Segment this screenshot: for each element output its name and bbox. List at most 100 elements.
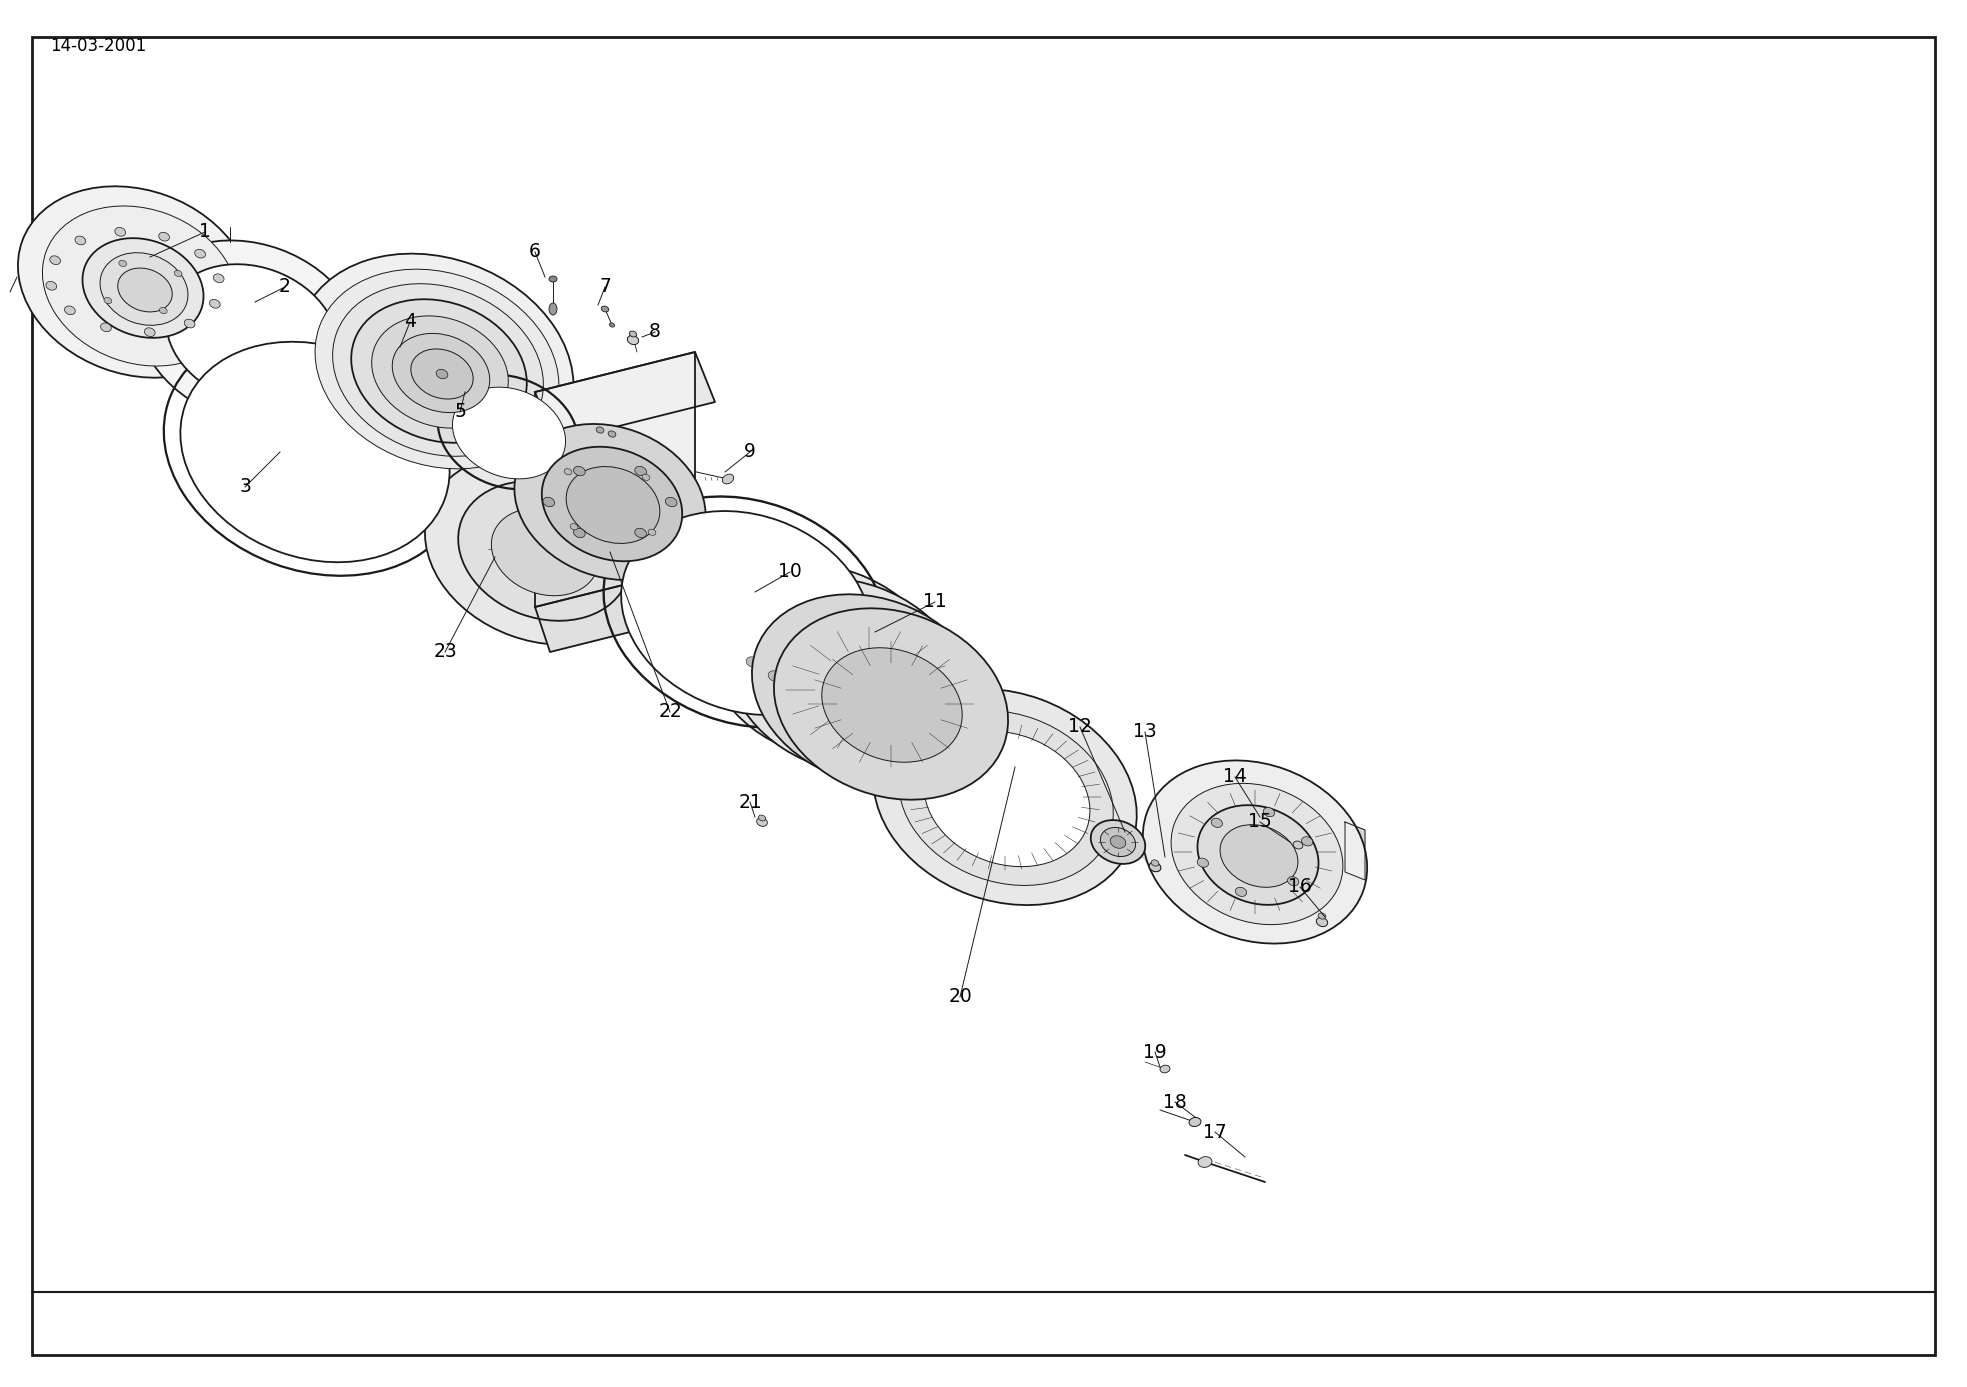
Ellipse shape [924,731,1090,867]
Ellipse shape [352,300,527,442]
Ellipse shape [175,270,183,276]
Ellipse shape [543,498,555,506]
Ellipse shape [65,307,75,315]
Ellipse shape [549,302,557,315]
Text: 5: 5 [454,402,466,422]
Ellipse shape [18,186,252,377]
Ellipse shape [138,240,362,423]
Ellipse shape [185,319,195,327]
Ellipse shape [515,424,706,580]
Ellipse shape [1198,859,1208,867]
Ellipse shape [437,369,448,379]
Ellipse shape [391,333,490,412]
Ellipse shape [114,227,126,236]
Ellipse shape [1235,888,1247,896]
Polygon shape [1345,822,1365,879]
Text: 17: 17 [1204,1122,1227,1142]
Text: 20: 20 [948,988,972,1007]
Text: 7: 7 [600,277,612,297]
Ellipse shape [641,474,649,480]
Ellipse shape [411,350,474,399]
Ellipse shape [297,254,574,480]
Ellipse shape [1198,806,1318,904]
Ellipse shape [891,657,905,667]
Ellipse shape [1316,917,1328,927]
Ellipse shape [899,710,1113,885]
Polygon shape [1143,847,1151,867]
Text: 10: 10 [779,563,803,581]
Ellipse shape [104,297,112,304]
Text: 18: 18 [1162,1093,1186,1111]
Ellipse shape [751,594,985,785]
Ellipse shape [1149,863,1161,871]
Ellipse shape [100,323,112,331]
Polygon shape [535,352,714,442]
Ellipse shape [210,300,220,308]
Text: 14: 14 [1223,767,1247,786]
Ellipse shape [1143,760,1367,943]
Ellipse shape [181,341,450,562]
Ellipse shape [596,427,604,433]
Ellipse shape [49,255,61,265]
Ellipse shape [212,273,224,283]
Text: 15: 15 [1249,813,1273,831]
Ellipse shape [728,578,966,774]
Ellipse shape [627,336,639,344]
Ellipse shape [877,634,889,644]
Ellipse shape [805,707,816,718]
Ellipse shape [722,474,734,484]
Ellipse shape [1288,877,1298,886]
Ellipse shape [1198,1157,1212,1168]
Ellipse shape [635,466,647,476]
Ellipse shape [159,308,167,313]
Ellipse shape [759,816,765,821]
Ellipse shape [195,250,205,258]
Polygon shape [535,352,694,608]
Ellipse shape [635,528,647,538]
Ellipse shape [629,331,637,337]
Ellipse shape [1092,820,1145,864]
Text: 2: 2 [279,277,291,297]
Ellipse shape [805,634,816,644]
Ellipse shape [665,498,677,506]
Ellipse shape [610,323,616,327]
Ellipse shape [118,261,126,266]
Text: 6: 6 [529,243,541,262]
Ellipse shape [608,431,616,437]
Ellipse shape [856,694,867,705]
Ellipse shape [332,284,543,456]
Ellipse shape [159,232,169,241]
Ellipse shape [144,327,155,337]
Ellipse shape [1188,1118,1202,1126]
Ellipse shape [1212,818,1222,828]
Polygon shape [535,567,710,652]
Ellipse shape [856,620,867,630]
Text: 11: 11 [923,592,946,612]
Text: 22: 22 [659,702,683,721]
Ellipse shape [1318,913,1326,920]
Ellipse shape [647,528,655,535]
Ellipse shape [873,689,1137,906]
Ellipse shape [775,617,921,736]
Ellipse shape [165,264,338,404]
Ellipse shape [75,236,87,245]
Ellipse shape [757,817,767,827]
Ellipse shape [913,671,926,681]
Ellipse shape [769,671,781,681]
Text: 16: 16 [1288,878,1312,896]
Ellipse shape [118,268,173,312]
Ellipse shape [452,387,566,479]
Ellipse shape [574,466,586,476]
Ellipse shape [1292,841,1302,849]
Text: 12: 12 [1068,717,1092,736]
Ellipse shape [1263,807,1275,817]
Text: 21: 21 [738,792,761,811]
Ellipse shape [492,508,598,596]
Ellipse shape [100,252,189,326]
Text: 1: 1 [199,222,210,241]
Ellipse shape [1302,836,1312,846]
Text: 13: 13 [1133,723,1157,742]
Ellipse shape [801,634,940,748]
Text: 23: 23 [433,642,456,662]
Text: 8: 8 [649,323,661,341]
